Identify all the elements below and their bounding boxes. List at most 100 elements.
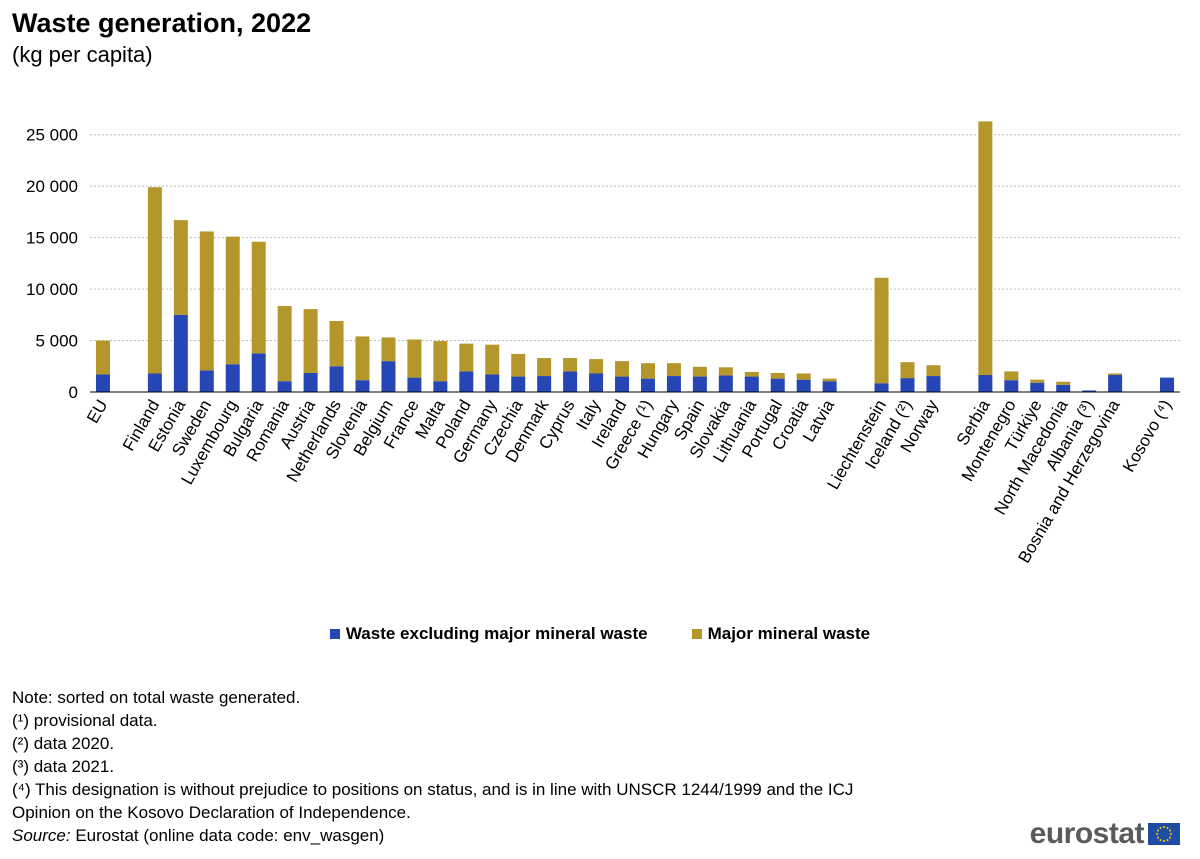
bar-waste-excl-mineral (1004, 380, 1019, 392)
bars (95, 121, 1175, 392)
bar-major-mineral (692, 366, 707, 377)
bar-waste-excl-mineral (1030, 382, 1045, 392)
footnote-4b: Opinion on the Kosovo Declaration of Ind… (12, 803, 411, 822)
bar-waste-excl-mineral (537, 376, 552, 392)
bar-major-mineral (718, 367, 733, 376)
bar-major-mineral (1004, 371, 1019, 381)
bar-major-mineral (666, 363, 681, 377)
bar-waste-excl-mineral (666, 376, 681, 392)
bar-major-mineral (173, 220, 188, 315)
legend-label: Waste excluding major mineral waste (345, 624, 648, 643)
logo-text: eurostat (1029, 817, 1145, 850)
bar-waste-excl-mineral (640, 378, 655, 392)
y-axis: 0 5 000 10 000 15 000 20 000 25 000 (26, 126, 78, 402)
bar-major-mineral (744, 371, 759, 377)
bar-major-mineral (615, 361, 630, 377)
footnote-4a: (⁴) This designation is without prejudic… (12, 780, 854, 799)
bar-waste-excl-mineral (95, 374, 110, 392)
eurostat-logo: eurostat (1030, 817, 1180, 851)
footnote-3: (³) data 2021. (12, 757, 115, 776)
bar-waste-excl-mineral (770, 378, 785, 392)
x-tick-label: EU (83, 397, 111, 427)
footnote-2: (²) data 2020. (12, 734, 115, 753)
legend-swatch (329, 629, 340, 639)
legend-label: Major mineral waste (707, 624, 871, 643)
legend-swatch (691, 629, 702, 639)
bar-waste-excl-mineral (900, 378, 915, 392)
legend-item-mineral: Major mineral waste (691, 624, 871, 644)
bar-major-mineral (900, 362, 915, 379)
bar-major-mineral (199, 231, 214, 371)
bar-waste-excl-mineral (381, 361, 396, 392)
bar-waste-excl-mineral (978, 375, 993, 392)
eu-flag-icon (1148, 823, 1180, 845)
source-text: Eurostat (online data code: env_wasgen) (70, 826, 385, 845)
bar-waste-excl-mineral (511, 376, 526, 392)
y-tick-label: 5 000 (35, 332, 78, 351)
bar-waste-excl-mineral (822, 381, 837, 392)
bar-waste-excl-mineral (926, 376, 941, 392)
bar-waste-excl-mineral (147, 373, 162, 392)
chart-subtitle: (kg per capita) (12, 42, 153, 67)
bar-waste-excl-mineral (1160, 377, 1175, 392)
y-tick-label: 0 (69, 383, 78, 402)
bar-waste-excl-mineral (563, 371, 578, 392)
y-tick-label: 25 000 (26, 126, 78, 145)
note-sort: Note: sorted on total waste generated. (12, 688, 301, 707)
bar-major-mineral (978, 121, 993, 376)
bar-major-mineral (640, 363, 655, 379)
bar-major-mineral (433, 341, 448, 382)
bar-major-mineral (303, 309, 318, 373)
y-tick-label: 20 000 (26, 177, 78, 196)
bar-major-mineral (874, 277, 889, 384)
chart-title: Waste generation, 2022 (12, 8, 312, 38)
bar-waste-excl-mineral (199, 370, 214, 392)
bar-waste-excl-mineral (615, 376, 630, 392)
y-tick-label: 10 000 (26, 280, 78, 299)
bar-waste-excl-mineral (718, 375, 733, 392)
bar-major-mineral (796, 373, 811, 380)
bar-waste-excl-mineral (744, 376, 759, 392)
bar-major-mineral (485, 344, 500, 375)
bar-waste-excl-mineral (459, 371, 474, 392)
bar-major-mineral (381, 337, 396, 362)
bar-major-mineral (589, 359, 604, 374)
footnotes: Note: sorted on total waste generated. (… (12, 686, 853, 847)
legend-item-waste-excl: Waste excluding major mineral waste (329, 624, 648, 644)
bar-major-mineral (251, 241, 266, 354)
bar-waste-excl-mineral (433, 381, 448, 392)
bar-major-mineral (926, 365, 941, 377)
x-tick-label: Kosovo (⁴) (1119, 397, 1175, 476)
bar-major-mineral (537, 358, 552, 377)
bar-major-mineral (563, 358, 578, 372)
bar-waste-excl-mineral (1056, 384, 1071, 392)
bar-major-mineral (277, 306, 292, 382)
bar-waste-excl-mineral (303, 372, 318, 392)
bar-waste-excl-mineral (407, 377, 422, 392)
x-axis: EU FinlandEstoniaSwedenLuxembourgBulgaria… (83, 391, 1180, 566)
stacked-bar-chart: 0 5 000 10 000 15 000 20 000 25 000 EU Finland… (26, 121, 1180, 566)
bar-major-mineral (822, 378, 837, 382)
bar-waste-excl-mineral (692, 376, 707, 392)
bar-waste-excl-mineral (225, 364, 240, 392)
source-label: Source: (12, 826, 71, 845)
footnote-1: (¹) provisional data. (12, 711, 158, 730)
bar-major-mineral (1056, 381, 1071, 385)
legend: Waste excluding major mineral waste Majo… (0, 624, 1200, 644)
bar-waste-excl-mineral (277, 381, 292, 392)
bar-major-mineral (147, 187, 162, 374)
bar-waste-excl-mineral (1108, 375, 1123, 392)
bar-waste-excl-mineral (796, 379, 811, 392)
bar-waste-excl-mineral (173, 314, 188, 392)
bar-waste-excl-mineral (251, 353, 266, 392)
bar-major-mineral (329, 320, 344, 367)
bar-waste-excl-mineral (874, 383, 889, 392)
y-tick-label: 15 000 (26, 229, 78, 248)
gridlines (90, 134, 1180, 342)
bar-major-mineral (407, 339, 422, 378)
bar-major-mineral (1108, 373, 1123, 376)
bar-major-mineral (459, 343, 474, 372)
bar-waste-excl-mineral (1082, 390, 1097, 392)
bar-waste-excl-mineral (589, 373, 604, 392)
bar-major-mineral (95, 340, 110, 375)
